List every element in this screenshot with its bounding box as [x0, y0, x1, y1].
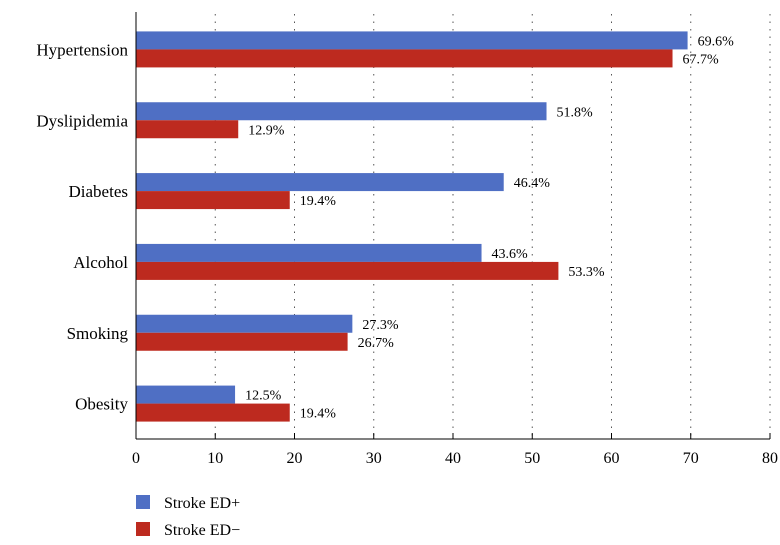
x-tick-label-0: 0: [132, 450, 140, 467]
data-label-obesity-series-1: 12.5%: [245, 389, 282, 404]
category-label-smoking: Smoking: [67, 324, 129, 343]
x-tick-label-70: 70: [683, 450, 699, 467]
data-label-diabetes-series-2: 19.4%: [300, 194, 337, 209]
data-label-hypertension-series-2: 67.7%: [683, 52, 720, 67]
data-label-diabetes-series-1: 46.4%: [514, 176, 551, 191]
category-label-dyslipidemia: Dyslipidemia: [36, 111, 128, 130]
x-tick-label-40: 40: [445, 450, 461, 467]
gridlines: [214, 14, 771, 439]
axes: [135, 12, 771, 440]
x-tick-label-20: 20: [287, 450, 303, 467]
legend-label-1: Stroke ED+: [164, 495, 240, 512]
bar-smoking-series-2: [136, 332, 348, 351]
legend-swatch-1: [136, 495, 150, 509]
data-label-hypertension-series-1: 69.6%: [698, 34, 735, 49]
bar-obesity-series-2: [136, 403, 290, 422]
bar-smoking-series-1: [136, 314, 353, 333]
bar-diabetes-series-1: [136, 173, 504, 192]
legend-swatch-2: [136, 522, 150, 536]
bar-hypertension-series-1: [136, 31, 688, 50]
bar-alcohol-series-2: [136, 261, 559, 280]
bar-diabetes-series-2: [136, 191, 290, 210]
data-label-obesity-series-2: 19.4%: [300, 407, 337, 422]
data-label-alcohol-series-2: 53.3%: [568, 265, 605, 280]
data-labels: 69.6% 67.7% 51.8% 12.9% 46.4% 19.4% 43.6% 53.3%…: [245, 34, 734, 421]
x-tick-label-50: 50: [524, 450, 540, 467]
data-label-alcohol-series-1: 43.6%: [492, 247, 529, 262]
x-tick-label-30: 30: [366, 450, 382, 467]
category-label-obesity: Obesity: [75, 395, 128, 414]
bar-obesity-series-1: [136, 385, 236, 404]
data-label-dyslipidemia-series-1: 51.8%: [557, 105, 594, 120]
x-tick-label-80: 80: [762, 450, 778, 467]
bars: [136, 31, 688, 422]
x-tick-label-10: 10: [207, 450, 223, 467]
data-label-smoking-series-1: 27.3%: [362, 318, 399, 333]
bar-alcohol-series-1: [136, 243, 482, 262]
category-label-diabetes: Diabetes: [69, 182, 128, 201]
bar-dyslipidemia-series-1: [136, 102, 547, 121]
bar-hypertension-series-2: [136, 49, 673, 68]
legend: Stroke ED+ Stroke ED−: [136, 495, 240, 539]
data-label-smoking-series-2: 26.7%: [358, 336, 395, 351]
category-label-hypertension: Hypertension: [36, 40, 128, 59]
category-label-alcohol: Alcohol: [73, 253, 128, 272]
bar-dyslipidemia-series-2: [136, 120, 239, 139]
legend-label-2: Stroke ED−: [164, 522, 240, 539]
category-labels: Hypertension Dyslipidemia Diabetes Alcohol S…: [36, 40, 128, 413]
x-tick-label-60: 60: [604, 450, 620, 467]
data-label-dyslipidemia-series-2: 12.9%: [248, 123, 284, 138]
tick-labels: 0 10 20 30 40 50 60 70 80: [132, 450, 778, 467]
